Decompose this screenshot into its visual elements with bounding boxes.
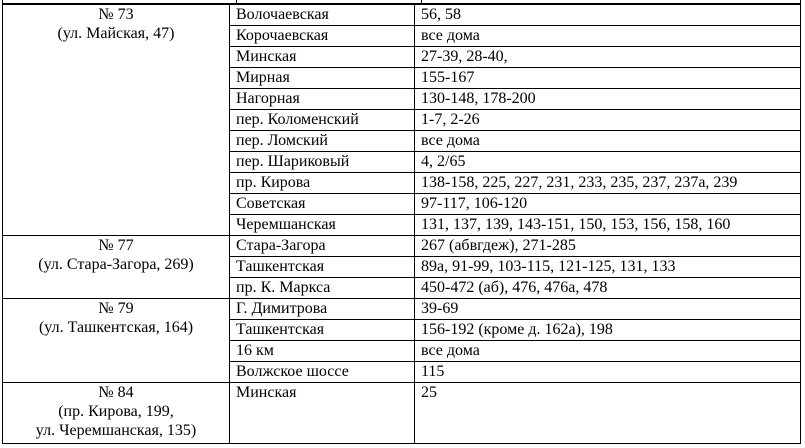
station-number: № 84: [98, 384, 134, 401]
houses-cell: 131, 137, 139, 143-151, 150, 153, 156, 1…: [414, 214, 801, 236]
houses-cell: 56, 58: [414, 4, 801, 26]
street-cell: Г. Димитрова: [229, 298, 415, 320]
houses-cell: 130-148, 178-200: [414, 88, 801, 110]
street-cell: пер. Ломский: [229, 130, 415, 152]
houses-cell: 89а, 91-99, 103-115, 121-125, 131, 133: [414, 256, 801, 278]
station-address: (пр. Кирова, 199,: [58, 403, 174, 420]
street-cell: Мирная: [229, 67, 415, 89]
station-address-line2: ул. Черемшанская, 135): [35, 422, 197, 439]
street-cell: Ташкентская: [229, 319, 415, 341]
street-cell: Черемшанская: [229, 214, 415, 236]
houses-cell: 97-117, 106-120: [414, 193, 801, 215]
street-cell: Минская: [229, 382, 415, 444]
houses-cell: 27-39, 28-40,: [414, 46, 801, 68]
street-cell: пер. Коломенский: [229, 109, 415, 131]
street-cell: Волжское шоссе: [229, 361, 415, 383]
table-row: № 84 (пр. Кирова, 199, ул. Черемшанская, 1…: [2, 382, 801, 444]
street-cell: пр. К. Маркса: [229, 277, 415, 299]
station-number: № 73: [98, 6, 134, 23]
houses-cell: 1-7, 2-26: [414, 109, 801, 131]
houses-cell: 25: [414, 382, 801, 444]
table-row: пер. Шариковый 4, 2/65: [3, 151, 801, 173]
station-number: № 79: [98, 300, 134, 317]
houses-cell: 4, 2/65: [414, 151, 801, 173]
table-row: № 73 (ул. Майская, 47) Волочаевская 56, 58: [2, 4, 801, 236]
table-row: пр. К. Маркса 450-472 (аб), 476, 476а, 47…: [3, 277, 801, 299]
station-address: (ул. Ташкентская, 164): [38, 319, 194, 336]
table-row: Черемшанская 131, 137, 139, 143-151, 150,…: [3, 214, 801, 236]
station-address: (ул. Майская, 47): [57, 25, 175, 42]
station-number: № 77: [98, 237, 134, 254]
table-row: № 79 (ул. Ташкентская, 164) Г. Димитрова 39…: [2, 298, 801, 383]
street-cell: Советская: [229, 193, 415, 215]
street-cell: Ташкентская: [229, 256, 415, 278]
houses-cell: все дома: [414, 130, 801, 152]
table-row: 16 км все дома: [3, 340, 801, 362]
polling-station-cell: № 79 (ул. Ташкентская, 164): [2, 298, 230, 383]
houses-cell: 155-167: [414, 67, 801, 89]
street-cell: Стара-Загора: [229, 235, 415, 257]
houses-cell: все дома: [414, 340, 801, 362]
table-row: Советская 97-117, 106-120: [3, 193, 801, 215]
street-cell: пр. Кирова: [229, 172, 415, 194]
address-table: № 73 (ул. Майская, 47) Волочаевская 56, 58 К…: [2, 4, 801, 444]
table-row: № 77 (ул. Стара-Загора, 269) Стара-Загора 2…: [2, 235, 801, 299]
polling-station-cell: № 77 (ул. Стара-Загора, 269): [2, 235, 230, 299]
street-cell: 16 км: [229, 340, 415, 362]
houses-cell: 450-472 (аб), 476, 476а, 478: [414, 277, 801, 299]
houses-cell: 267 (абвгдеж), 271-285: [414, 235, 801, 257]
previous-row-fragment: [2, 0, 801, 4]
houses-cell: 115: [414, 361, 801, 383]
street-cell: Волочаевская: [229, 4, 415, 26]
polling-station-cell: № 84 (пр. Кирова, 199, ул. Черемшанская, 1…: [2, 382, 230, 444]
street-cell: Нагорная: [229, 88, 415, 110]
street-cell: пер. Шариковый: [229, 151, 415, 173]
table-row: Корочаевская все дома: [3, 25, 801, 47]
table-row: Мирная 155-167: [3, 67, 801, 89]
polling-station-cell: № 73 (ул. Майская, 47): [2, 4, 230, 236]
houses-cell: 138-158, 225, 227, 231, 233, 235, 237, 2…: [414, 172, 801, 194]
street-cell: Корочаевская: [229, 25, 415, 47]
houses-cell: все дома: [414, 25, 801, 47]
houses-cell: 156-192 (кроме д. 162а), 198: [414, 319, 801, 341]
station-address: (ул. Стара-Загора, 269): [38, 256, 194, 273]
houses-cell: 39-69: [414, 298, 801, 320]
street-cell: Минская: [229, 46, 415, 68]
